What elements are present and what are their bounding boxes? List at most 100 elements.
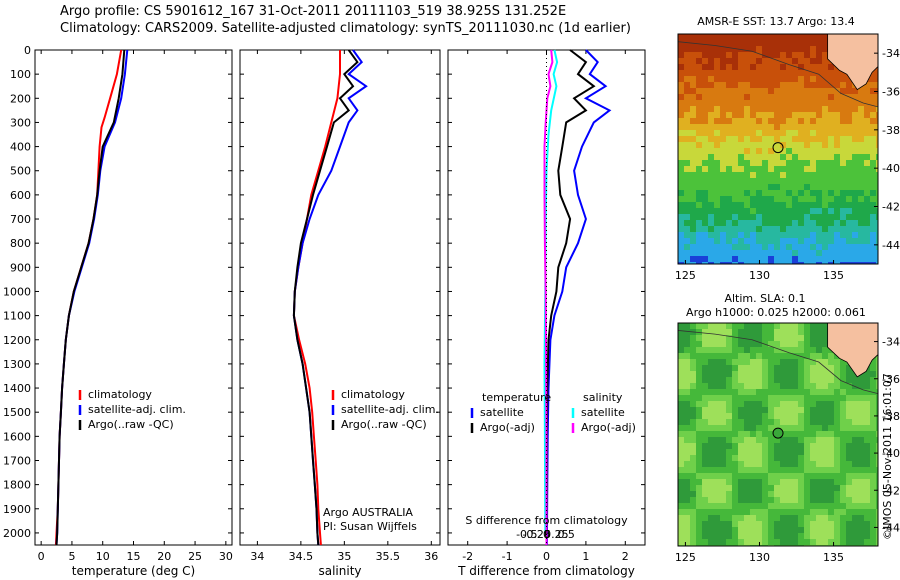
heatmap-cell [714, 401, 720, 407]
heatmap-cell [714, 238, 720, 244]
heatmap-cell [702, 437, 708, 443]
heatmap-cell [774, 244, 780, 250]
heatmap-cell [738, 196, 744, 202]
heatmap-cell [744, 142, 750, 148]
heatmap-cell [840, 112, 846, 118]
heatmap-cell [804, 226, 810, 232]
heatmap-cell [768, 250, 774, 256]
heatmap-cell [762, 58, 768, 64]
heatmap-cell [720, 70, 726, 76]
heatmap-cell [708, 232, 714, 238]
heatmap-cell [846, 455, 852, 461]
heatmap-cell [804, 533, 810, 539]
heatmap-cell [828, 497, 834, 503]
heatmap-cell [810, 148, 816, 154]
heatmap-cell [690, 527, 696, 533]
heatmap-cell [726, 100, 732, 106]
heatmap-cell [804, 479, 810, 485]
heatmap-cell [786, 112, 792, 118]
heatmap-cell [690, 262, 696, 264]
heatmap-cell [876, 425, 878, 431]
heatmap-cell [720, 419, 726, 425]
heatmap-cell [858, 256, 864, 262]
heatmap-cell [834, 395, 840, 401]
heatmap-cell [792, 220, 798, 226]
heatmap-cell [804, 148, 810, 154]
heatmap-cell [792, 40, 798, 46]
heatmap-cell [690, 208, 696, 214]
heatmap-cell [768, 88, 774, 94]
heatmap-cell [750, 329, 756, 335]
heatmap-cell [816, 190, 822, 196]
heatmap-cell [708, 329, 714, 335]
heatmap-cell [744, 70, 750, 76]
heatmap-cell [756, 238, 762, 244]
heatmap-cell [732, 491, 738, 497]
heatmap-cell [738, 515, 744, 521]
heatmap-cell [864, 208, 870, 214]
heatmap-cell [810, 154, 816, 160]
heatmap-cell [852, 88, 858, 94]
heatmap-cell [876, 112, 878, 118]
heatmap-cell [744, 443, 750, 449]
heatmap-cell [852, 226, 858, 232]
heatmap-cell [792, 64, 798, 70]
heatmap-cell [696, 353, 702, 359]
heatmap-cell [822, 142, 828, 148]
heatmap-cell [720, 521, 726, 527]
heatmap-cell [744, 154, 750, 160]
heatmap-cell [834, 401, 840, 407]
heatmap-cell [732, 118, 738, 124]
heatmap-cell [714, 52, 720, 58]
heatmap-cell [762, 244, 768, 250]
heatmap-cell [696, 112, 702, 118]
heatmap-cell [738, 413, 744, 419]
heatmap-cell [858, 431, 864, 437]
heatmap-cell [696, 88, 702, 94]
heatmap-cell [678, 401, 684, 407]
heatmap-cell [684, 220, 690, 226]
heatmap-cell [762, 521, 768, 527]
map-x-tick-label: 135 [823, 269, 844, 282]
heatmap-cell [720, 250, 726, 256]
heatmap-cell [810, 473, 816, 479]
heatmap-cell [768, 413, 774, 419]
heatmap-cell [852, 256, 858, 262]
heatmap-cell [876, 130, 878, 136]
map-y-tick-label: -34 [882, 47, 900, 60]
legend-title: temperature [482, 391, 551, 404]
heatmap-cell [714, 377, 720, 383]
x-tick-label: 2 [622, 550, 629, 563]
heatmap-cell [720, 413, 726, 419]
heatmap-cell [714, 82, 720, 88]
heatmap-cell [858, 100, 864, 106]
heatmap-cell [720, 353, 726, 359]
heatmap-cell [864, 533, 870, 539]
heatmap-cell [708, 94, 714, 100]
heatmap-cell [726, 124, 732, 130]
heatmap-cell [702, 485, 708, 491]
heatmap-cell [834, 491, 840, 497]
heatmap-cell [756, 425, 762, 431]
heatmap-cell [876, 76, 878, 82]
heatmap-cell [708, 515, 714, 521]
heatmap-cell [714, 509, 720, 515]
heatmap-cell [828, 527, 834, 533]
heatmap-cell [720, 184, 726, 190]
heatmap-cell [756, 479, 762, 485]
heatmap-cell [810, 160, 816, 166]
heatmap-cell [720, 76, 726, 82]
heatmap-cell [786, 190, 792, 196]
heatmap-cell [762, 106, 768, 112]
heatmap-cell [768, 244, 774, 250]
heatmap-cell [786, 521, 792, 527]
heatmap-cell [738, 443, 744, 449]
heatmap-cell [714, 178, 720, 184]
heatmap-cell [786, 425, 792, 431]
heatmap-cell [678, 335, 684, 341]
heatmap-cell [792, 88, 798, 94]
heatmap-cell [744, 64, 750, 70]
heatmap-cell [708, 238, 714, 244]
heatmap-cell [798, 142, 804, 148]
heatmap-cell [780, 190, 786, 196]
